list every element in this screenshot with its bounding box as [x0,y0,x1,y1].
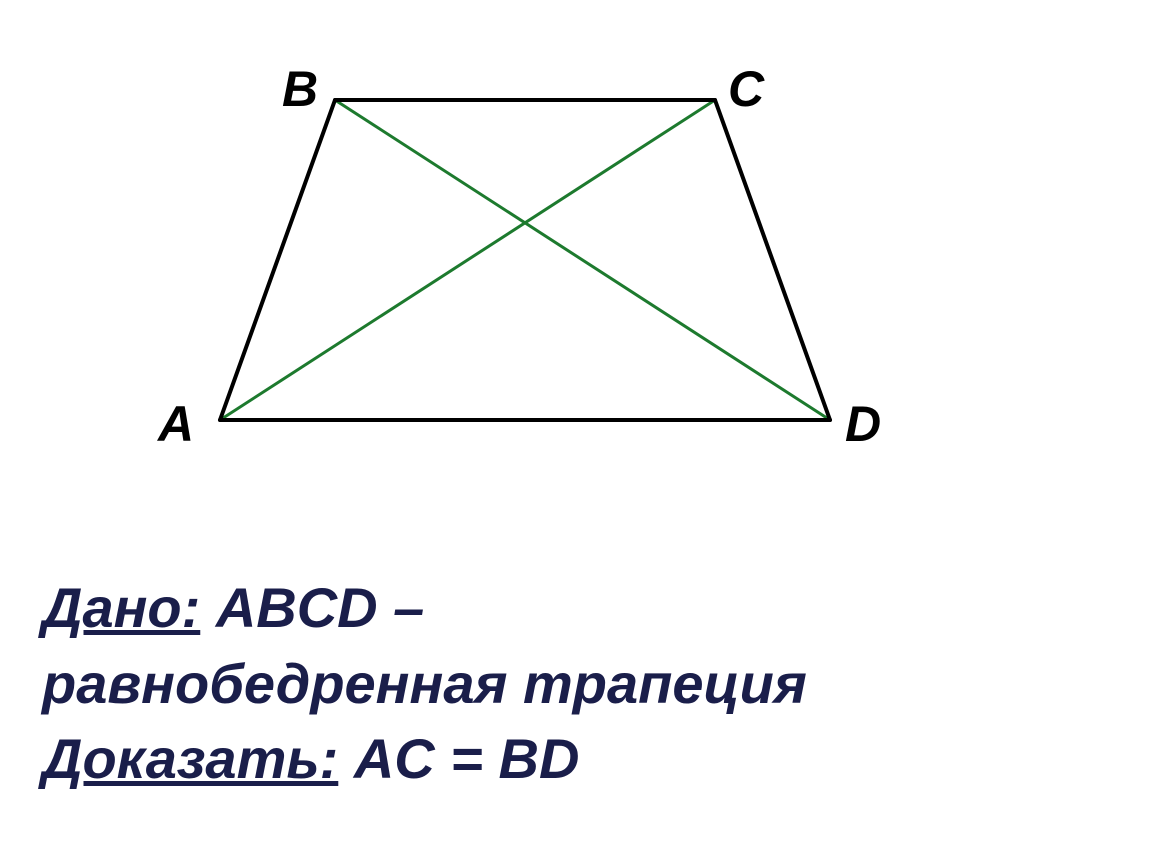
given-content: ABCD – [200,576,424,639]
trapezoid-figure [170,50,890,470]
vertex-label-D: D [845,395,881,453]
prove-label: Доказать: [42,727,338,790]
problem-text: Дано: ABCD – равнобедренная трапеция Док… [42,570,1112,797]
vertex-label-B: B [282,60,318,118]
prove-content: AC = BD [338,727,579,790]
given-line-2: равнобедренная трапеция [42,646,1112,722]
prove-line: Доказать: AC = BD [42,721,1112,797]
vertex-label-C: C [728,60,764,118]
given-line-1: Дано: ABCD – [42,570,1112,646]
given-label: Дано: [42,576,200,639]
vertex-label-A: A [158,395,194,453]
geometry-diagram: A B C D [170,50,890,470]
